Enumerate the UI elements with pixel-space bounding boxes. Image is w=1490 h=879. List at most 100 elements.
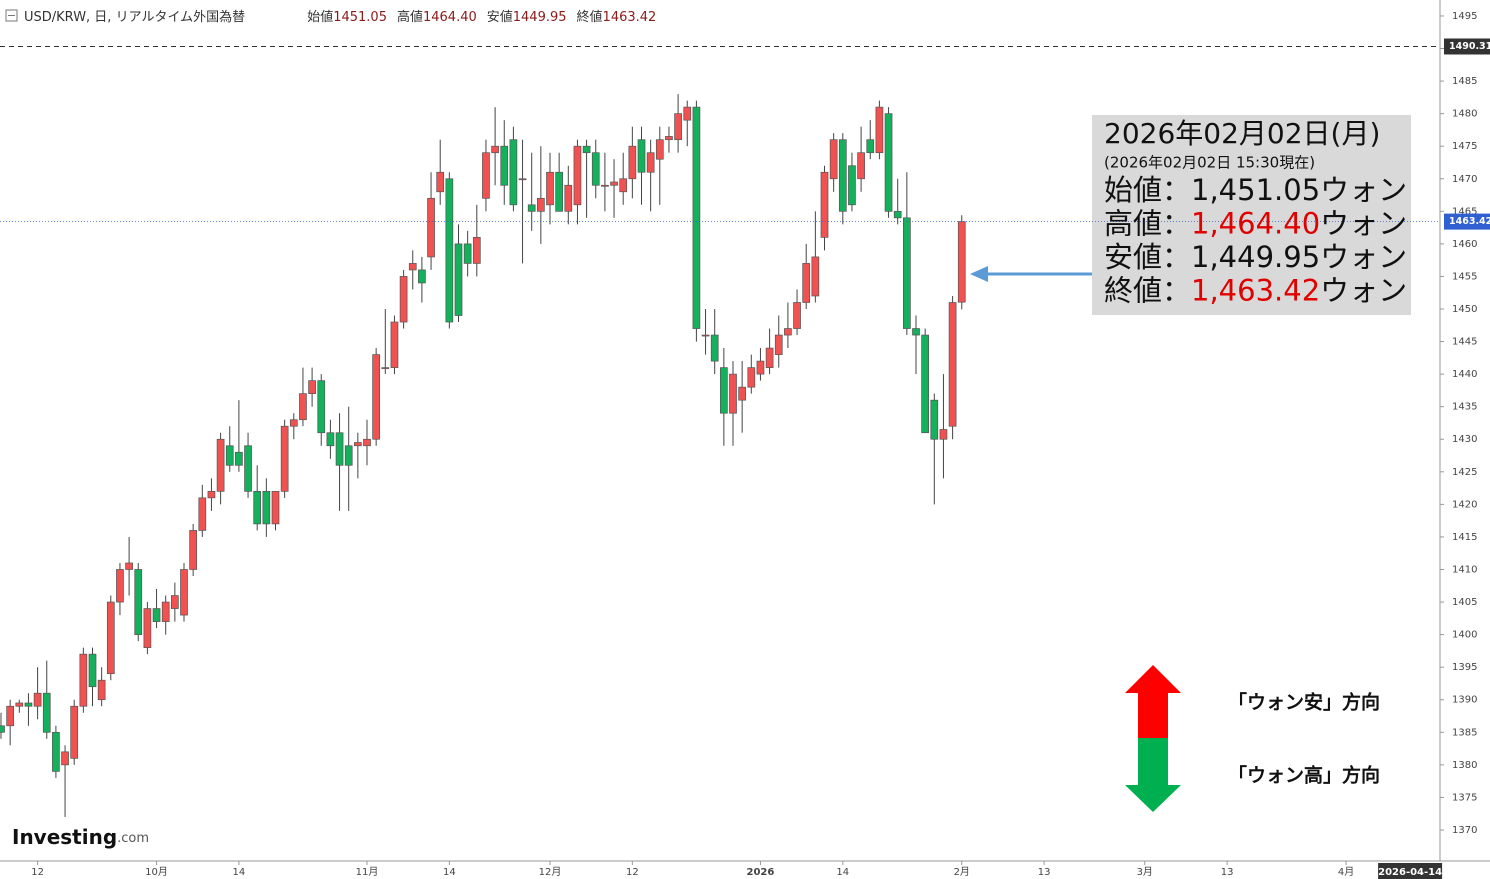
annotation-unit: ウォン	[1320, 240, 1407, 274]
candle-body	[619, 178, 628, 193]
candle-body	[756, 360, 765, 375]
candle-body	[106, 601, 115, 675]
y-tick-label: 1435	[1452, 402, 1477, 413]
candle-body	[793, 302, 801, 329]
candle-body	[948, 302, 957, 427]
candle-body	[61, 751, 69, 766]
candle-body	[921, 334, 930, 434]
candle-body	[747, 367, 756, 388]
candle-body	[372, 354, 380, 440]
y-tick-label: 1470	[1452, 174, 1477, 185]
annotation-name: 安値：	[1104, 240, 1191, 274]
candle-body	[884, 113, 893, 212]
candle-body	[829, 139, 838, 180]
candle-body	[52, 731, 60, 772]
candle-body	[70, 705, 79, 759]
candle-body	[582, 145, 591, 154]
candle-body	[564, 184, 573, 212]
candle-body	[216, 438, 225, 492]
candle-body	[802, 263, 811, 303]
annotation-value: 1,463.42	[1191, 274, 1320, 308]
pointer-arrow-head	[970, 266, 988, 282]
direction-label: 「ウォン高」方向	[1228, 764, 1380, 787]
y-tick-label: 1375	[1452, 792, 1477, 803]
candle-body	[902, 217, 911, 329]
y-tick-label: 1455	[1452, 271, 1477, 282]
header-title: USD/KRW, 日, リアルタイム外国為替	[24, 9, 245, 25]
price-tag	[1444, 213, 1490, 230]
collapse-icon[interactable]	[5, 9, 18, 22]
candle-body	[893, 210, 902, 219]
annotation-row: 終値：1,463.42ウォン	[1104, 274, 1407, 308]
candle-body	[848, 165, 856, 206]
x-tick-label: 14	[836, 867, 849, 878]
candle-body	[838, 139, 847, 212]
header-field-name: 高値	[397, 9, 423, 25]
direction-label: 「ウォン安」方向	[1228, 691, 1380, 714]
x-tick-label: 13	[1221, 867, 1234, 878]
candle-body	[253, 490, 262, 525]
header-field-value: 1451.05	[333, 10, 387, 25]
candle-body	[326, 432, 335, 447]
candle-body	[88, 653, 97, 688]
candle-body	[701, 334, 710, 337]
annotation-note: (2026年02月02日 15:30現在)	[1104, 154, 1315, 172]
annotation-value: 1,451.05	[1191, 173, 1320, 207]
x-tick-label: 2月	[954, 866, 970, 878]
annotation-row: 始値：1,451.05ウォン	[1104, 173, 1407, 207]
annotation-name: 始値：	[1104, 173, 1191, 207]
y-tick-label: 1420	[1452, 499, 1477, 510]
candle-body	[482, 152, 490, 199]
annotation-unit: ウォン	[1320, 207, 1407, 241]
y-tick-label: 1465	[1452, 206, 1477, 217]
candle-body	[79, 653, 88, 707]
annotation-row: 高値：1,464.40ウォン	[1104, 207, 1407, 241]
x-tick-label: 12	[626, 867, 639, 878]
candle-body	[491, 145, 499, 154]
candle-body	[692, 106, 701, 329]
brand-suffix: .com	[117, 831, 149, 846]
header-field-name: 始値	[307, 9, 333, 25]
x-tick-label: 12月	[539, 866, 562, 878]
annotation-date: 2026年02月02日(月)	[1104, 117, 1380, 150]
candle-body	[33, 692, 42, 707]
y-tick-label: 1395	[1452, 662, 1477, 673]
candle-body	[527, 204, 536, 212]
candle-body	[957, 221, 966, 303]
candle-body	[152, 608, 161, 622]
candle-body	[299, 393, 307, 421]
candle-body	[655, 139, 664, 160]
candle-body	[381, 367, 390, 369]
candle-body	[628, 145, 637, 180]
candle-body	[646, 152, 655, 173]
candle-body	[408, 263, 417, 271]
candle-body	[271, 490, 280, 525]
header-field-value: 1463.42	[603, 10, 657, 25]
y-tick-label: 1370	[1452, 825, 1477, 836]
y-tick-label: 1495	[1452, 11, 1477, 22]
candle-body	[418, 269, 426, 284]
annotation-unit: ウォン	[1320, 274, 1407, 308]
down-arrow	[1125, 738, 1181, 812]
y-tick-label: 1450	[1452, 304, 1477, 315]
header: USD/KRW, 日, リアルタイム外国為替 始値1451.05 高値1464.40…	[24, 9, 656, 25]
candle-body	[308, 380, 316, 395]
candle-body	[244, 445, 252, 492]
y-tick-label: 1380	[1452, 760, 1477, 771]
candle-body	[15, 702, 24, 707]
candle-body	[0, 725, 5, 733]
candle-body	[820, 171, 829, 238]
candle-body	[280, 425, 289, 492]
candle-body	[335, 432, 344, 466]
annotation-name: 高値：	[1104, 207, 1191, 241]
candle-body	[116, 569, 124, 603]
candle-body	[875, 106, 884, 154]
candle-body	[536, 197, 545, 212]
header-field-name: 安値	[487, 9, 513, 25]
y-tick-label: 1425	[1452, 467, 1477, 478]
x-tick-label: 4月	[1338, 866, 1354, 878]
candle-body	[774, 334, 783, 355]
annotation-value: 1,449.95	[1191, 240, 1320, 274]
candle-body	[180, 569, 188, 616]
candle-body	[344, 445, 353, 466]
